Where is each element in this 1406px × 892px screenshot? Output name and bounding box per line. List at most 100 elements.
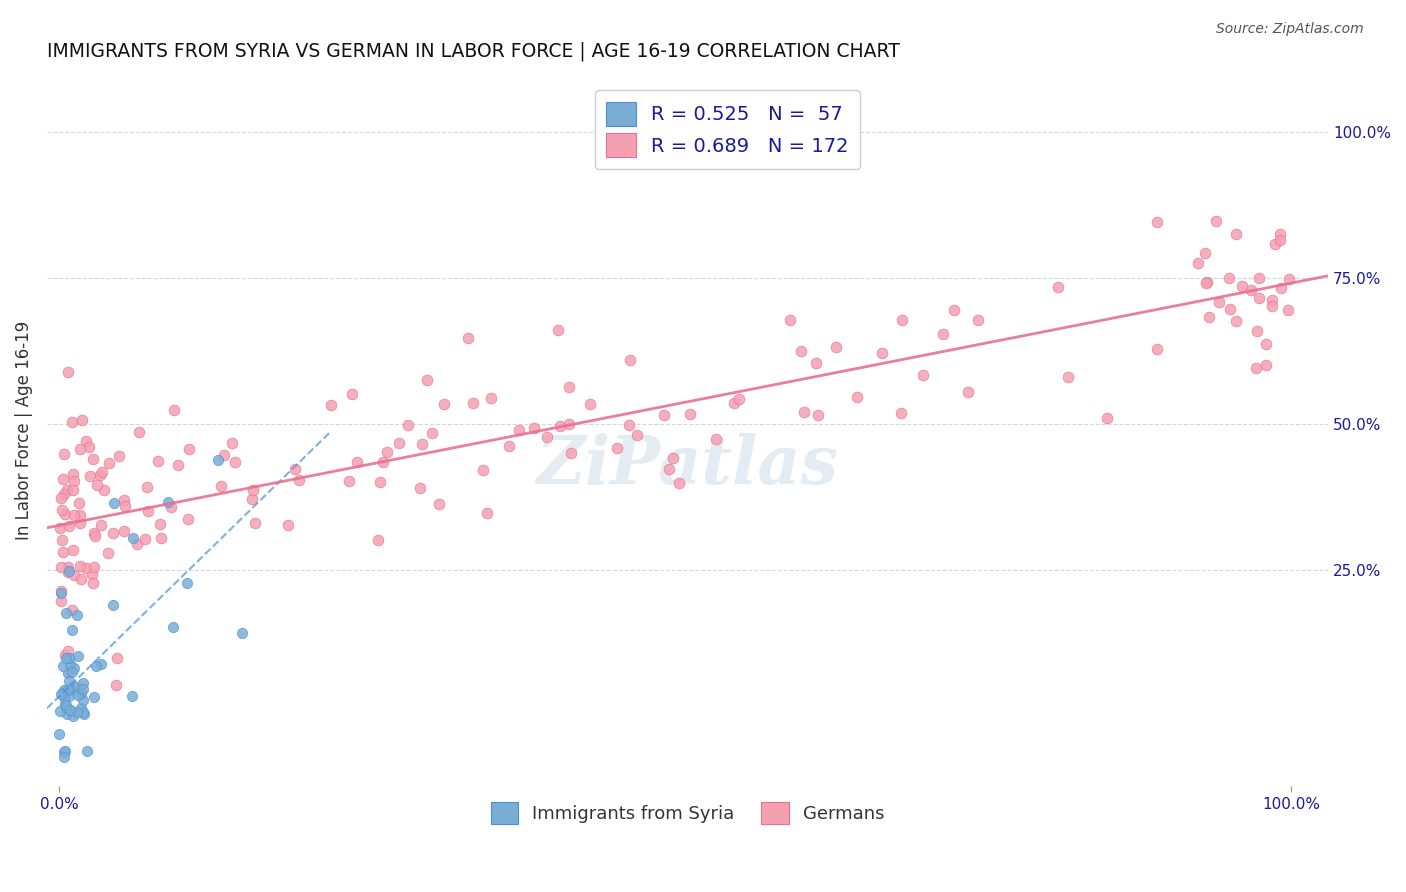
- Point: [51, 503, 73, 517]
- Point: [668, 475, 690, 490]
- Point: [51, 594, 73, 608]
- Point: [662, 451, 685, 466]
- Point: [125, 537, 148, 551]
- Point: [422, 426, 444, 441]
- Point: [79, 469, 101, 483]
- Point: [1057, 370, 1080, 384]
- Point: [66, 680, 89, 694]
- Point: [1268, 227, 1291, 242]
- Point: [340, 386, 363, 401]
- Point: [658, 462, 681, 476]
- Point: [105, 650, 128, 665]
- Point: [1225, 314, 1247, 328]
- Point: [1246, 324, 1268, 338]
- Point: [52, 447, 75, 461]
- Point: [176, 575, 198, 590]
- Point: [207, 453, 229, 467]
- Point: [1270, 233, 1292, 247]
- Point: [62, 483, 84, 497]
- Point: [1218, 271, 1240, 285]
- Point: [97, 456, 120, 470]
- Point: [62, 709, 84, 723]
- Point: [932, 327, 955, 342]
- Point: [284, 461, 307, 475]
- Point: [967, 312, 990, 326]
- Point: [128, 425, 150, 440]
- Point: [66, 688, 89, 702]
- Point: [90, 466, 112, 480]
- Point: [1230, 278, 1253, 293]
- Point: [101, 525, 124, 540]
- Point: [101, 598, 124, 612]
- Point: [415, 374, 437, 388]
- Point: [371, 455, 394, 469]
- Point: [83, 690, 105, 705]
- Point: [52, 682, 75, 697]
- Point: [388, 436, 411, 450]
- Point: [49, 704, 72, 718]
- Point: [55, 607, 77, 621]
- Point: [211, 479, 233, 493]
- Point: [1205, 213, 1227, 227]
- Point: [1219, 301, 1241, 316]
- Point: [107, 449, 129, 463]
- Point: [472, 462, 495, 476]
- Point: [1249, 270, 1271, 285]
- Point: [536, 430, 558, 444]
- Point: [1246, 360, 1268, 375]
- Point: [67, 496, 90, 510]
- Point: [560, 446, 582, 460]
- Point: [75, 561, 97, 575]
- Point: [626, 428, 648, 442]
- Point: [70, 701, 93, 715]
- Point: [557, 379, 579, 393]
- Point: [523, 421, 546, 435]
- Point: [60, 415, 83, 429]
- Point: [72, 706, 94, 720]
- Point: [53, 508, 76, 522]
- Point: [1277, 302, 1299, 317]
- Point: [51, 583, 73, 598]
- Point: [1256, 358, 1278, 372]
- Point: [60, 665, 83, 679]
- Point: [337, 474, 360, 488]
- Point: [69, 516, 91, 530]
- Point: [76, 744, 98, 758]
- Point: [75, 434, 97, 448]
- Point: [346, 455, 368, 469]
- Point: [59, 703, 82, 717]
- Point: [1146, 215, 1168, 229]
- Point: [66, 608, 89, 623]
- Point: [162, 620, 184, 634]
- Point: [52, 750, 75, 764]
- Point: [457, 331, 479, 345]
- Legend: Immigrants from Syria, Germans: Immigrants from Syria, Germans: [479, 791, 896, 835]
- Point: [177, 442, 200, 456]
- Point: [679, 408, 702, 422]
- Point: [69, 686, 91, 700]
- Point: [58, 666, 80, 681]
- Point: [825, 341, 848, 355]
- Point: [1249, 291, 1271, 305]
- Point: [807, 408, 830, 422]
- Point: [121, 689, 143, 703]
- Point: [90, 657, 112, 672]
- Point: [163, 402, 186, 417]
- Point: [377, 445, 399, 459]
- Point: [49, 586, 72, 600]
- Point: [288, 473, 311, 487]
- Point: [956, 385, 979, 400]
- Point: [62, 568, 84, 582]
- Point: [53, 690, 76, 705]
- Point: [654, 409, 676, 423]
- Point: [240, 491, 263, 506]
- Text: Source: ZipAtlas.com: Source: ZipAtlas.com: [1216, 22, 1364, 37]
- Point: [214, 448, 236, 462]
- Point: [58, 690, 80, 704]
- Point: [149, 517, 172, 532]
- Point: [1261, 293, 1284, 308]
- Point: [58, 564, 80, 578]
- Point: [1187, 256, 1209, 270]
- Point: [62, 467, 84, 482]
- Point: [409, 481, 432, 495]
